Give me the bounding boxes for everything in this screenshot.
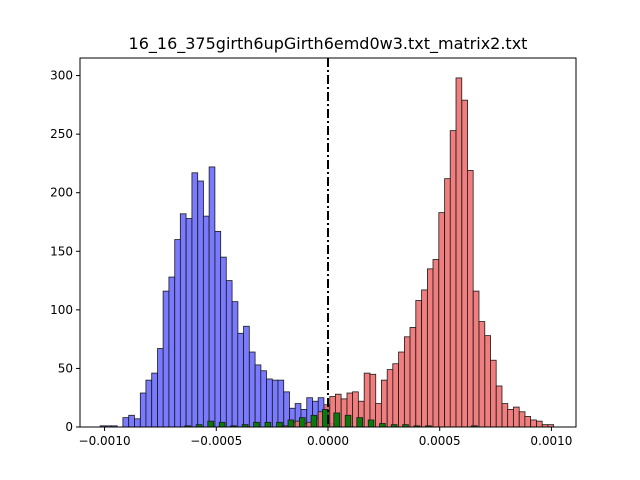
y-tick-label: 100 — [50, 303, 73, 317]
histogram-bar — [530, 419, 537, 428]
histogram-bar — [122, 417, 130, 428]
y-tick-label: 50 — [58, 361, 73, 375]
histogram-bar — [243, 325, 250, 428]
histogram-bar — [455, 77, 463, 428]
x-tick-label: −0.0005 — [190, 434, 242, 448]
histogram-bar — [145, 379, 153, 428]
histogram-bar — [197, 180, 204, 428]
histogram-bar — [237, 332, 244, 428]
histogram-bar — [536, 420, 543, 428]
histogram-bar — [174, 239, 181, 428]
histogram-bar — [298, 417, 306, 428]
histogram-bar — [513, 406, 520, 428]
histogram-bar — [151, 372, 158, 428]
histogram-bar — [421, 289, 428, 428]
y-tick-label: 0 — [65, 420, 73, 434]
histogram-bar — [139, 392, 147, 428]
histogram-bar — [356, 417, 363, 428]
histogram-bar — [310, 414, 318, 428]
histogram-bar — [438, 212, 445, 428]
histogram-bar — [427, 268, 434, 428]
histogram-bar — [518, 411, 526, 428]
histogram-bar — [191, 172, 199, 428]
histogram-bar — [432, 259, 440, 428]
histogram-bar — [363, 372, 371, 428]
histogram-bar — [271, 379, 279, 428]
histogram-bar — [415, 300, 422, 428]
histogram-bar — [277, 379, 285, 428]
histogram-bar — [386, 369, 394, 428]
x-tick-label: 0.0005 — [419, 434, 461, 448]
histogram-bar — [266, 378, 273, 428]
histogram-bar — [218, 421, 226, 428]
histogram-bar — [392, 363, 399, 428]
histogram-bar — [467, 170, 474, 428]
histogram-bar — [524, 416, 531, 428]
histogram-bar — [185, 218, 193, 428]
histogram-bar — [248, 351, 256, 428]
histogram-bar — [260, 370, 267, 428]
histogram-bar — [264, 421, 272, 428]
histogram-bar — [507, 409, 514, 428]
histogram-bar — [379, 423, 386, 428]
histogram-bar — [231, 301, 239, 428]
histogram-bar — [461, 99, 468, 428]
x-tick-label: 0.0010 — [530, 434, 572, 448]
histogram-bar — [501, 403, 509, 428]
histogram-bar — [449, 130, 457, 428]
histogram-bar — [287, 419, 295, 428]
histogram-bar — [344, 414, 352, 428]
histogram-bar — [369, 373, 377, 428]
histogram-bar — [495, 385, 503, 428]
histogram-bar — [276, 421, 283, 428]
y-tick-label: 250 — [50, 127, 73, 141]
histogram-bar — [444, 178, 451, 428]
histogram-bar — [404, 336, 411, 428]
histogram-bar — [380, 379, 388, 428]
histogram-bar — [179, 213, 187, 428]
y-tick-label: 150 — [50, 244, 73, 258]
y-tick-label: 200 — [50, 186, 73, 200]
histogram-bar — [168, 276, 176, 428]
histogram-bar — [472, 290, 480, 428]
histogram-bar — [409, 327, 417, 428]
y-tick-label: 300 — [50, 69, 73, 83]
histogram-bar — [490, 359, 497, 428]
histogram-bar — [253, 421, 260, 428]
histogram-bar — [333, 412, 340, 428]
histogram-bar — [202, 215, 210, 428]
x-tick-label: −0.0010 — [79, 434, 131, 448]
histogram-bar — [128, 414, 135, 428]
histogram-bar — [208, 166, 216, 428]
histogram-bar — [254, 364, 262, 428]
chart-title: 16_16_375girth6upGirth6emd0w3.txt_matrix… — [128, 34, 528, 53]
histogram-bar — [225, 280, 233, 428]
histogram-bar — [207, 420, 214, 428]
histogram-bar — [398, 351, 405, 428]
histogram-bar — [478, 321, 486, 428]
histogram-bar — [134, 418, 141, 428]
histogram-bar — [220, 256, 227, 428]
histogram-bar — [157, 348, 164, 428]
x-tick-label: 0.0000 — [307, 434, 349, 448]
histogram-bar — [214, 230, 222, 428]
histogram-bar — [484, 335, 491, 428]
histogram-bar — [162, 290, 170, 428]
histogram-bar — [367, 419, 375, 428]
